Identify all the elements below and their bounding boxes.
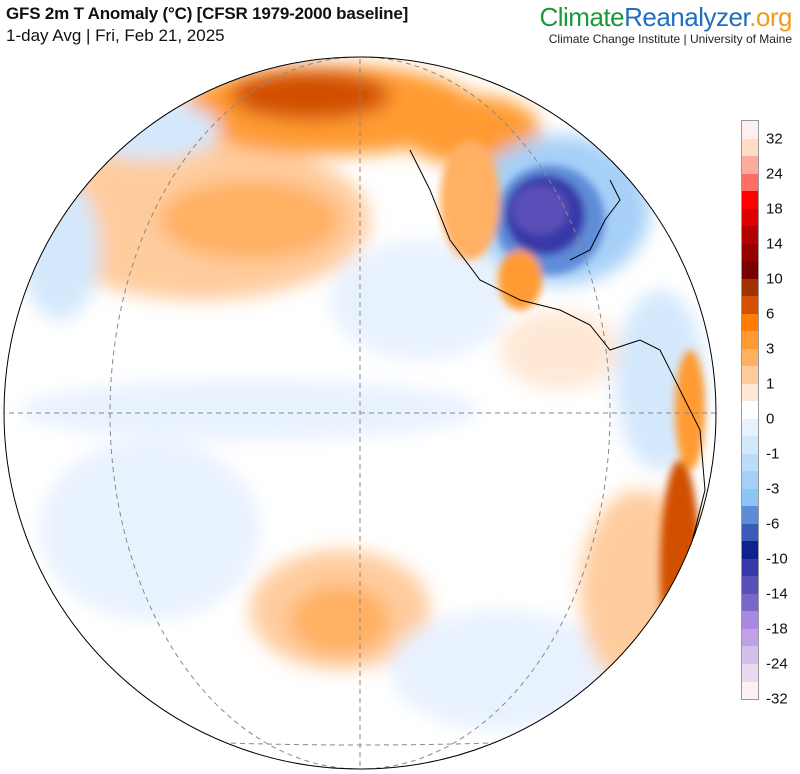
colorbar-swatch bbox=[742, 523, 758, 542]
colorbar bbox=[741, 120, 759, 700]
map-subtitle: 1-day Avg | Fri, Feb 21, 2025 bbox=[6, 26, 225, 45]
colorbar-label: 10 bbox=[766, 270, 783, 288]
colorbar-swatch bbox=[742, 506, 758, 524]
colorbar-swatch bbox=[742, 173, 758, 192]
colorbar-swatch bbox=[742, 593, 758, 612]
colorbar-swatch bbox=[742, 243, 758, 262]
colorbar-swatch bbox=[742, 401, 758, 419]
map-title: GFS 2m T Anomaly (°C) [CFSR 1979-2000 ba… bbox=[6, 4, 409, 23]
brand-part: .org bbox=[749, 2, 792, 32]
brand-part: Climate bbox=[539, 2, 625, 32]
colorbar-swatch bbox=[742, 558, 758, 577]
globe-outline bbox=[3, 56, 717, 770]
colorbar-swatch bbox=[742, 138, 758, 157]
colorbar-swatch bbox=[742, 383, 758, 402]
colorbar-swatch bbox=[742, 208, 758, 227]
globe-map bbox=[3, 56, 717, 770]
colorbar-swatch bbox=[742, 331, 758, 349]
colorbar-swatch bbox=[742, 611, 758, 629]
colorbar-label: 32 bbox=[766, 130, 783, 147]
colorbar-swatch bbox=[742, 646, 758, 664]
colorbar-label: -14 bbox=[766, 585, 788, 603]
colorbar-swatch bbox=[742, 541, 758, 559]
institution-label: Climate Change Institute | University of… bbox=[548, 32, 792, 46]
colorbar-label: 3 bbox=[766, 340, 775, 358]
colorbar-swatch bbox=[742, 471, 758, 489]
colorbar-label: 6 bbox=[766, 305, 775, 323]
colorbar-swatch bbox=[742, 278, 758, 297]
colorbar-swatch bbox=[742, 576, 758, 594]
colorbar-swatch bbox=[742, 663, 758, 682]
colorbar-label: 18 bbox=[766, 200, 783, 218]
colorbar-label: -1 bbox=[766, 445, 780, 463]
anomaly-field bbox=[4, 57, 716, 769]
colorbar-swatch bbox=[742, 628, 758, 647]
colorbar-label: 0 bbox=[766, 410, 775, 428]
colorbar-swatch bbox=[742, 226, 758, 244]
colorbar-swatch bbox=[742, 348, 758, 367]
colorbar-label: 24 bbox=[766, 165, 783, 183]
colorbar-swatch bbox=[742, 366, 758, 384]
colorbar-label: -10 bbox=[766, 550, 788, 568]
colorbar-label: 14 bbox=[766, 235, 783, 253]
colorbar-swatch bbox=[742, 121, 758, 139]
colorbar-swatch bbox=[742, 191, 758, 209]
colorbar-swatch bbox=[742, 418, 758, 437]
colorbar-label: -6 bbox=[766, 515, 780, 533]
colorbar-swatch bbox=[742, 261, 758, 279]
colorbar-label: 1 bbox=[766, 375, 775, 393]
colorbar-swatch bbox=[742, 488, 758, 507]
colorbar-swatch bbox=[742, 681, 758, 700]
colorbar-label: -24 bbox=[766, 655, 788, 673]
brand-logo[interactable]: ClimateReanalyzer.org bbox=[539, 2, 792, 33]
colorbar-swatch bbox=[742, 313, 758, 332]
brand-part: Reanalyzer bbox=[624, 2, 750, 32]
colorbar-label: -18 bbox=[766, 620, 788, 638]
colorbar-label: -32 bbox=[766, 690, 788, 708]
colorbar-swatch bbox=[742, 296, 758, 314]
colorbar-swatch bbox=[742, 436, 758, 454]
colorbar-swatch bbox=[742, 156, 758, 174]
colorbar-label: -3 bbox=[766, 480, 780, 498]
colorbar-swatch bbox=[742, 453, 758, 472]
